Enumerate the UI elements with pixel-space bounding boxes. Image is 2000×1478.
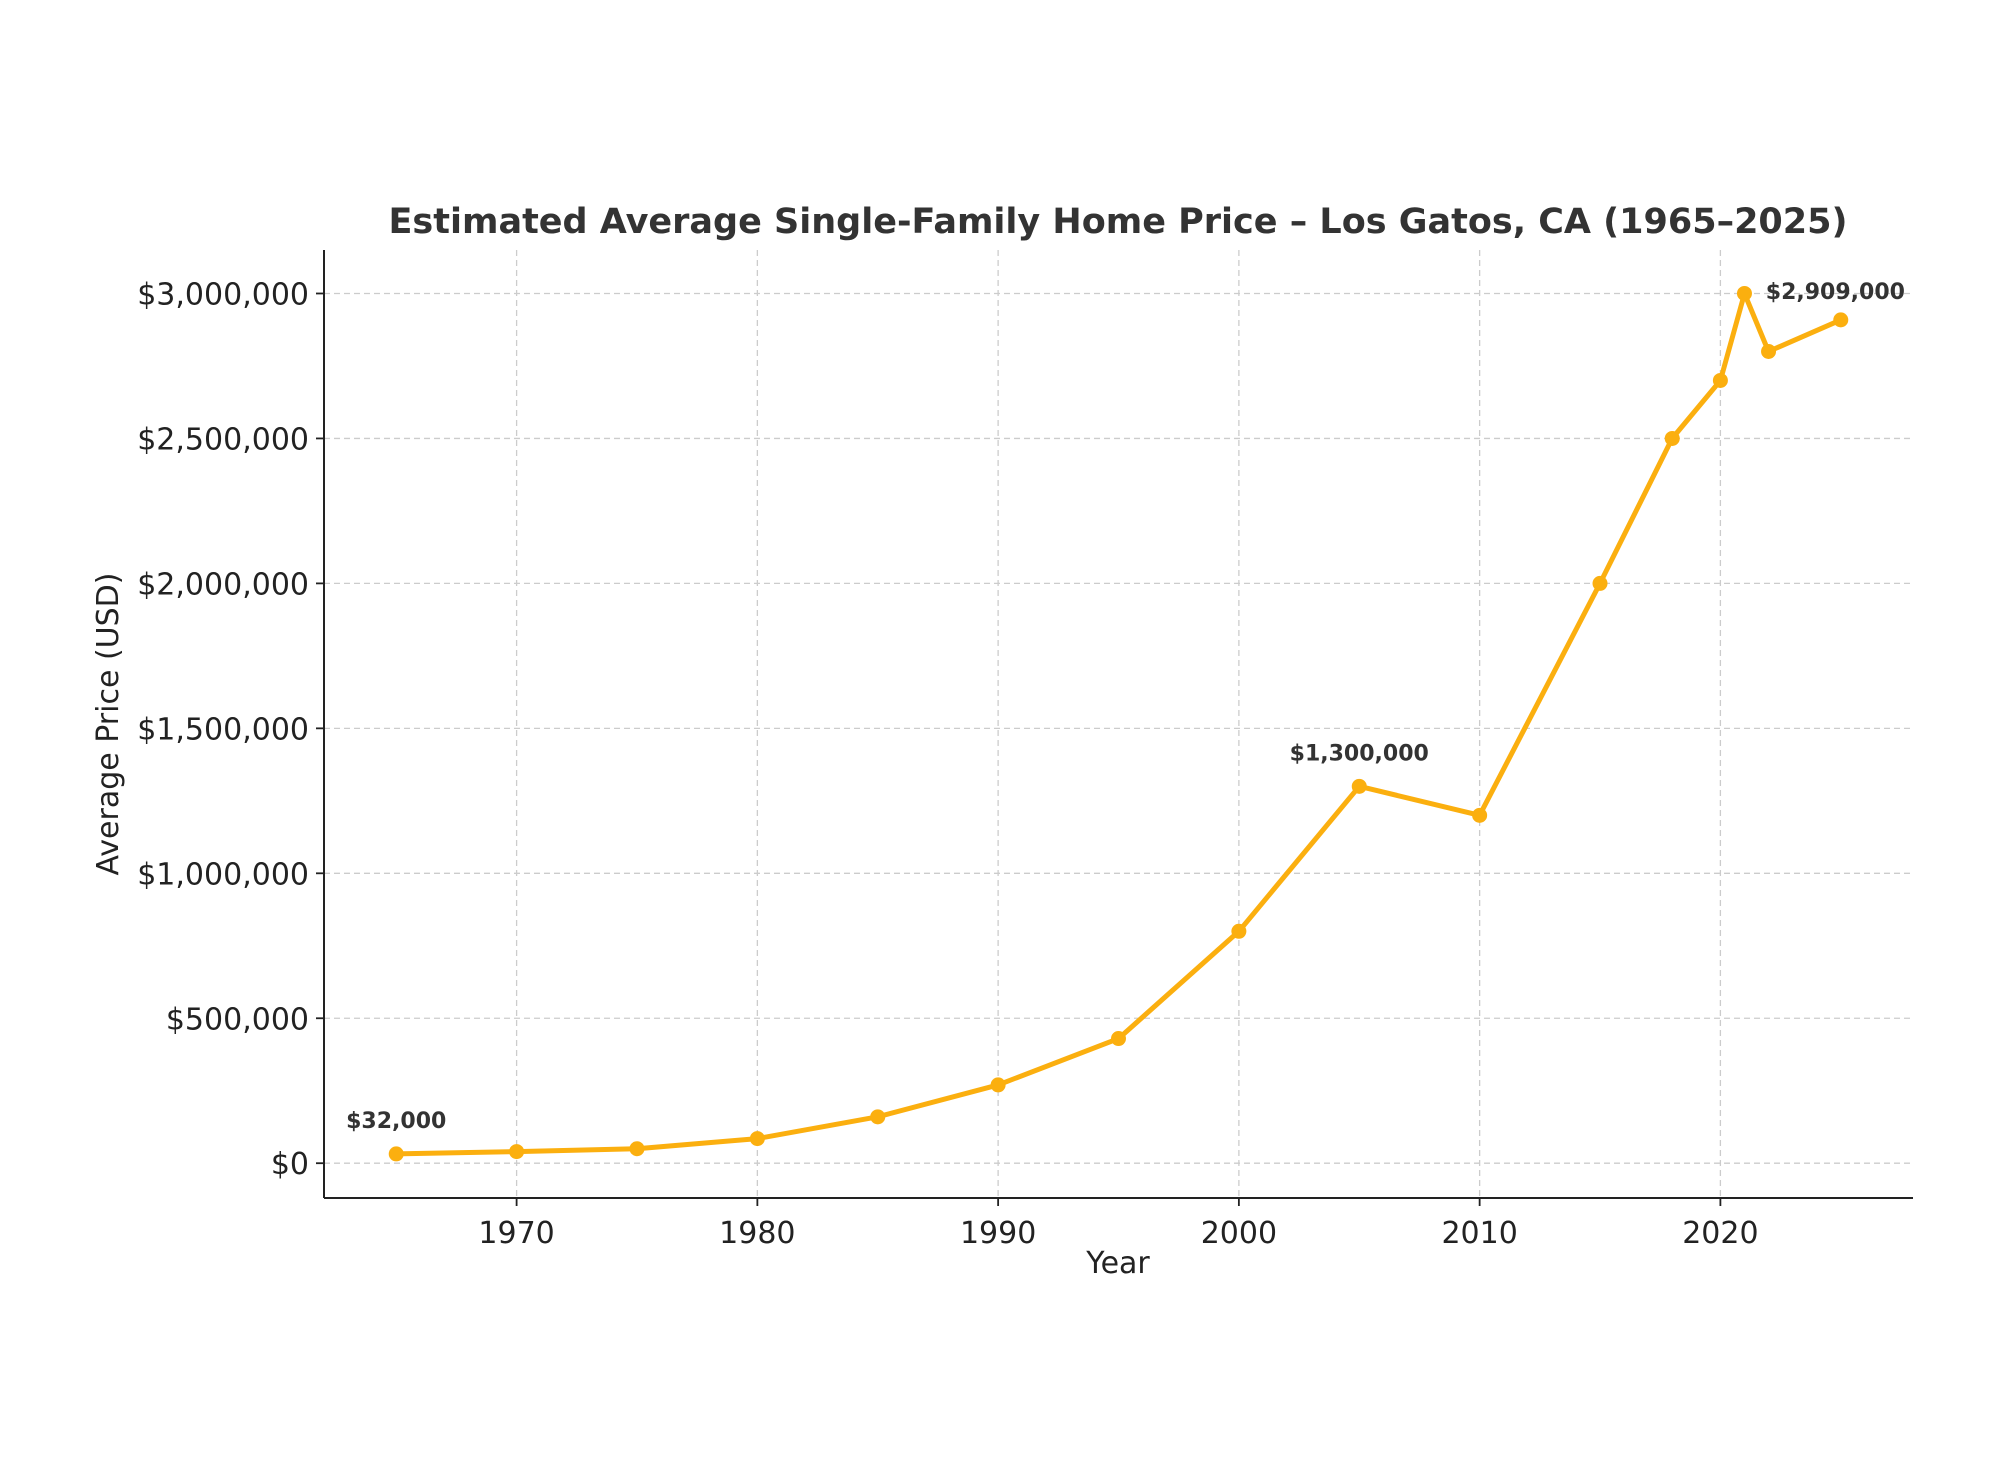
data-point — [1231, 923, 1247, 939]
data-point — [1351, 778, 1367, 794]
chart-title: Estimated Average Single-Family Home Pri… — [389, 202, 1848, 242]
y-tick-label: $0 — [271, 1147, 309, 1182]
x-tick-label: 2020 — [1682, 1216, 1758, 1251]
data-point — [1736, 285, 1752, 301]
annotation-layer: $32,000 $1,300,000 $2,909,000 — [346, 280, 1905, 1134]
data-point — [1664, 430, 1680, 446]
series-layer — [388, 285, 1849, 1162]
data-point — [1712, 372, 1728, 388]
x-tick-label: 2000 — [1201, 1216, 1277, 1251]
data-label: $1,300,000 — [1290, 741, 1429, 766]
x-tick-label: 1990 — [960, 1216, 1036, 1251]
y-tick-label: $1,500,000 — [137, 712, 309, 747]
grid-layer — [324, 250, 1913, 1198]
y-tick-label: $2,000,000 — [137, 567, 309, 602]
x-tick-label: 2010 — [1441, 1216, 1517, 1251]
data-point — [870, 1109, 886, 1125]
data-point — [629, 1141, 645, 1157]
data-point — [1111, 1031, 1126, 1047]
y-tick-label: $3,000,000 — [137, 277, 309, 312]
y-axis-label: Average Price (USD) — [91, 573, 126, 876]
data-point — [1592, 575, 1608, 591]
y-tick-label: $2,500,000 — [137, 422, 309, 457]
x-tick-label: 1970 — [478, 1216, 554, 1251]
x-axis-label: Year — [1085, 1246, 1150, 1281]
data-label: $2,909,000 — [1766, 280, 1905, 305]
y-tick-label: $500,000 — [166, 1002, 309, 1037]
x-tick-label: 1980 — [719, 1216, 795, 1251]
y-tick-label: $1,000,000 — [137, 857, 309, 892]
data-point — [1833, 312, 1849, 328]
series-line — [393, 291, 1844, 1157]
data-point — [388, 1146, 404, 1162]
data-point — [1761, 343, 1777, 359]
data-point — [990, 1077, 1006, 1093]
data-point — [509, 1144, 525, 1160]
data-point — [749, 1131, 765, 1147]
tick-layer: 1970 1980 1990 2000 2010 2020 $0 $500,000 $1,000… — [137, 277, 1758, 1251]
data-point — [1472, 807, 1488, 823]
data-label: $32,000 — [346, 1109, 446, 1134]
